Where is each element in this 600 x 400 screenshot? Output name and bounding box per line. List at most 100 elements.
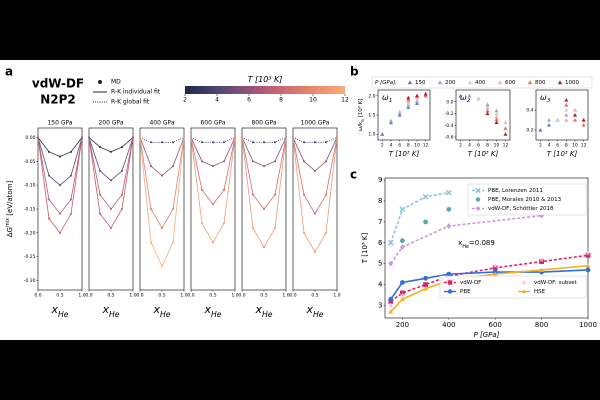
label-part: He bbox=[462, 243, 469, 249]
marker bbox=[527, 80, 533, 85]
marker bbox=[485, 108, 490, 113]
label-part: [10³ K] bbox=[357, 99, 364, 120]
x-axis-label: P [GPa] bbox=[474, 331, 500, 339]
y-tick-label: -0.6 bbox=[445, 135, 454, 141]
marker bbox=[406, 101, 411, 106]
marker bbox=[139, 136, 141, 139]
marker bbox=[475, 197, 481, 202]
label-part: [10³ K] bbox=[252, 75, 282, 84]
marker bbox=[336, 136, 338, 139]
marker bbox=[150, 208, 152, 210]
marker bbox=[70, 198, 72, 201]
marker bbox=[538, 256, 545, 262]
marker bbox=[223, 160, 225, 163]
marker bbox=[263, 246, 265, 249]
marker bbox=[446, 271, 452, 277]
panel-label: b bbox=[350, 65, 359, 79]
y-tick-label: -0.2 bbox=[445, 111, 454, 117]
marker bbox=[223, 188, 225, 191]
marker bbox=[325, 193, 327, 196]
y-axis-label: ΔGmix [eV/atom] bbox=[5, 180, 15, 237]
y-tick-label: 0.00 bbox=[25, 135, 35, 141]
label-part: ω/k bbox=[358, 121, 364, 131]
y-tick-label: -0.4 bbox=[445, 123, 454, 129]
x-axis-label: T [10³ K] bbox=[468, 150, 499, 158]
label-part: [10³ K] bbox=[361, 232, 369, 258]
marker bbox=[263, 141, 265, 144]
colorbar-tick-label: 2 bbox=[183, 97, 187, 104]
series-line bbox=[390, 191, 449, 244]
x-tick-label: 0.5 bbox=[158, 293, 165, 299]
label-part: x bbox=[458, 239, 462, 247]
marker bbox=[59, 212, 61, 215]
label-part: He bbox=[313, 310, 324, 319]
marker bbox=[423, 91, 428, 96]
marker bbox=[274, 227, 276, 230]
marker bbox=[110, 150, 112, 153]
marker bbox=[292, 136, 294, 139]
marker bbox=[503, 120, 508, 124]
marker bbox=[447, 280, 453, 285]
marker bbox=[494, 111, 499, 116]
legend-label: 800 bbox=[535, 80, 546, 86]
marker bbox=[389, 120, 393, 125]
marker bbox=[303, 141, 305, 144]
marker bbox=[406, 95, 411, 100]
y-tick-label: 0.2 bbox=[526, 128, 533, 134]
marker bbox=[161, 174, 163, 177]
x-axis-label: T [10³ K] bbox=[389, 150, 420, 158]
x-tick-label: 0.0 bbox=[34, 293, 41, 299]
legend-label: 1000 bbox=[565, 80, 579, 86]
marker bbox=[252, 141, 254, 144]
marker bbox=[476, 96, 481, 101]
marker bbox=[397, 111, 402, 115]
y-tick-label: 3 bbox=[378, 301, 382, 309]
marker bbox=[447, 289, 453, 294]
marker bbox=[59, 155, 61, 158]
marker bbox=[325, 231, 327, 234]
marker bbox=[492, 262, 498, 269]
label-part: [10³ K] bbox=[393, 150, 419, 158]
label-part: P bbox=[474, 331, 479, 339]
x-tick-label: 1.0 bbox=[78, 293, 85, 299]
x-tick-label: 0.5 bbox=[107, 293, 114, 299]
panel-a-title: N2P2 bbox=[40, 93, 76, 107]
marker bbox=[161, 265, 163, 268]
marker bbox=[573, 118, 577, 122]
label-part: [10³ K] bbox=[472, 150, 498, 158]
x-tick-label: 0.0 bbox=[187, 293, 194, 299]
marker bbox=[400, 238, 405, 244]
label-part: He bbox=[58, 310, 69, 319]
marker bbox=[161, 141, 163, 144]
marker bbox=[48, 150, 50, 153]
label-part: x bbox=[152, 303, 160, 316]
marker bbox=[201, 188, 203, 191]
x-axis-label: xHe bbox=[203, 303, 221, 319]
y-tick-label: -0.20 bbox=[24, 230, 36, 236]
x-tick-label: 1.0 bbox=[231, 293, 238, 299]
marker bbox=[388, 260, 394, 267]
marker bbox=[585, 252, 591, 258]
plot-title: 1000 GPa bbox=[301, 120, 330, 127]
x-tick-label: 2 bbox=[381, 143, 384, 149]
marker bbox=[555, 118, 560, 122]
marker bbox=[263, 208, 265, 210]
legend-box bbox=[467, 183, 587, 216]
label-part: T bbox=[361, 258, 369, 264]
marker bbox=[212, 241, 214, 244]
marker bbox=[406, 99, 411, 104]
legend-label: PBE bbox=[460, 289, 471, 295]
marker bbox=[70, 150, 72, 153]
plot-title: ω1 bbox=[382, 93, 392, 104]
marker bbox=[99, 146, 101, 149]
marker bbox=[110, 179, 112, 182]
plot-title: ω2 bbox=[460, 93, 471, 104]
x-tick-label: 8 bbox=[407, 143, 410, 149]
marker bbox=[399, 206, 406, 213]
marker bbox=[397, 113, 402, 117]
legend-label: PBE, Morales 2010 & 2013 bbox=[488, 197, 562, 203]
marker bbox=[407, 80, 413, 85]
marker bbox=[150, 141, 152, 144]
y-tick-label: 8 bbox=[378, 197, 382, 205]
